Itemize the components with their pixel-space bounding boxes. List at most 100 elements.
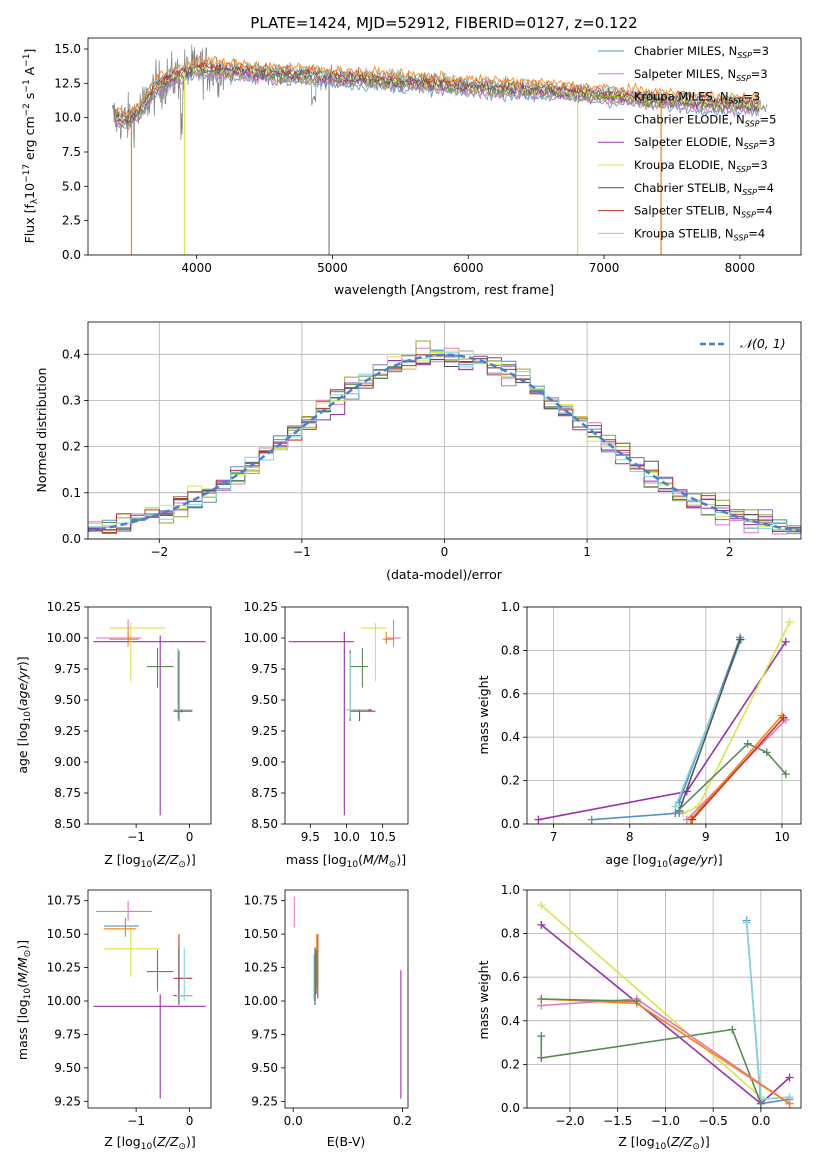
y-tick-label: 9.75: [251, 1027, 278, 1041]
y-tick-label: 10.25: [244, 600, 278, 614]
legend-label-kroupa_stelib: Kroupa STELIB, NSSP=4: [634, 226, 765, 242]
massweight-marker-chabrier_elodie: [756, 1099, 765, 1108]
ageZ-xlabel: Z [log10(Z/Z⊙)]: [104, 852, 195, 870]
axes-frame: [87, 37, 802, 256]
x-tick-label: −1: [293, 545, 311, 559]
x-tick-label: 7000: [589, 261, 620, 275]
y-tick-label: 9.25: [54, 724, 81, 738]
y-tick-label: 10.25: [47, 600, 81, 614]
ageM-xlabel: mass [log10(M/M⊙)]: [286, 852, 406, 870]
y-tick-label: 9.00: [54, 755, 81, 769]
massweight-marker-chabrier_elodie: [781, 770, 790, 779]
massweight-line-chabrier_stelib: [678, 639, 741, 812]
x-tick-label: 0: [186, 1114, 194, 1128]
mass-vs-metallicity-panel: −1 0 9.25 9.50 9.75 10.00 10.25 10.50 10.75: [47, 889, 212, 1128]
spectrum-panel: 4000 5000 6000 7000 8000 0.0 2.5 5.0 7.5 10.0 12.5…: [54, 37, 802, 275]
y-tick-label: 8.50: [54, 817, 81, 831]
figure-title: PLATE=1424, MJD=52912, FIBERID=0127, z=0…: [250, 14, 637, 32]
mwAge-ylabel: mass weight: [476, 675, 491, 754]
massweight-marker-chabrier_elodie: [632, 997, 641, 1006]
massweight-marker-chabrier_elodie: [762, 748, 771, 757]
x-tick-label: 6000: [453, 261, 484, 275]
x-tick-label: −1.0: [651, 1114, 680, 1128]
y-tick-label: 0.8: [501, 927, 520, 941]
y-tick-label: 7.5: [62, 145, 81, 159]
massEbv-xlabel: E(B-V): [327, 1134, 366, 1149]
mwAge-xlabel: age [log10(age/yr)]: [605, 852, 722, 870]
y-tick-label: 8.75: [251, 786, 278, 800]
model-spectrum-kroupa_elodie: [114, 63, 760, 122]
y-tick-label: 5.0: [62, 179, 81, 193]
y-tick-label: 0.0: [62, 532, 81, 546]
plot-area: [112, 44, 768, 255]
normal-curve: [88, 353, 801, 533]
residual-histogram-chabrier_stelib: [88, 358, 801, 533]
plot-area: [93, 900, 206, 1099]
massweight-line-orange: [689, 714, 783, 821]
x-tick-label: 0.0: [284, 1114, 303, 1128]
massweight-marker-salpeter_elodie: [781, 637, 790, 646]
axes-frame: [284, 889, 409, 1109]
model-spectrum-orange: [114, 55, 760, 117]
axes-frame: [87, 606, 212, 825]
x-tick-label: 9: [702, 830, 710, 844]
axes-frame: [284, 606, 409, 825]
massweight-marker-chabrier_elodie: [743, 739, 752, 748]
massweight-vs-age-panel: 7 8 9 10 0.0 0.2 0.4 0.6 0.8 1.0: [501, 600, 802, 844]
massweight-line-chabrier_miles: [591, 812, 680, 821]
spectrum-ylabel: Flux [fλ10−17 erg cm−2 s−1 A−1]: [22, 49, 40, 244]
spectrum-xlabel: wavelength [Angstrom, rest frame]: [334, 282, 554, 297]
y-tick-label: 9.25: [251, 1094, 278, 1108]
y-tick-label: 9.50: [54, 693, 81, 707]
mass-ylabel: mass [log10(M/M⊙)]: [15, 940, 33, 1060]
x-tick-label: 8: [626, 830, 634, 844]
x-tick-label: 9.5: [301, 830, 320, 844]
massweight-marker-chabrier_miles: [675, 809, 684, 818]
y-tick-label: 10.00: [47, 631, 81, 645]
massweight-marker-chabrier_stelib: [736, 635, 745, 644]
y-tick-label: 0.0: [501, 1101, 520, 1115]
y-tick-label: 9.50: [251, 693, 278, 707]
y-tick-label: 9.50: [251, 1061, 278, 1075]
mass-vs-ebv-panel: 0.0 0.2 9.25 9.50 9.75 10.00 10.25 10.50 10.75: [244, 889, 412, 1128]
y-tick-label: 0.4: [62, 347, 81, 361]
massweight-line-salpeter_stelib: [691, 717, 785, 821]
x-tick-label: −1.5: [603, 1114, 632, 1128]
y-tick-label: 10.75: [244, 894, 278, 908]
normal-legend: 𝒩(0, 1): [700, 336, 786, 351]
massweight-marker-kroupa_elodie: [694, 802, 703, 811]
y-tick-label: 0.0: [62, 248, 81, 262]
model-spectrum-kroupa_stelib: [114, 58, 760, 118]
y-tick-label: 0.4: [501, 1014, 520, 1028]
x-tick-label: −2.0: [555, 1114, 584, 1128]
residuals-ylabel: Normed distribution: [34, 368, 49, 493]
x-tick-label: 10.5: [369, 830, 396, 844]
massZ-xlabel: Z [log10(Z/Z⊙)]: [104, 1134, 195, 1152]
y-tick-label: 10.50: [47, 927, 81, 941]
residual-histogram-kroupa_stelib: [88, 349, 801, 534]
x-tick-label: 10.0: [333, 830, 360, 844]
x-tick-label: 10: [774, 830, 789, 844]
x-tick-label: 8000: [725, 261, 756, 275]
massweight-marker-kroupa_stelib: [742, 918, 751, 927]
normal-legend-label: 𝒩(0, 1): [740, 336, 786, 351]
mwZ-ylabel: mass weight: [476, 960, 491, 1039]
plot-area: [88, 340, 801, 535]
legend-label-salpeter_stelib: Salpeter STELIB, NSSP=4: [634, 204, 773, 220]
y-tick-label: 0.2: [501, 1057, 520, 1071]
massweight-marker-kroupa_elodie: [537, 901, 546, 910]
plot-area: [93, 619, 206, 816]
x-tick-label: −2: [150, 545, 168, 559]
y-tick-label: 0.6: [501, 970, 520, 984]
x-tick-label: 0.2: [393, 1114, 412, 1128]
massweight-marker-kroupa_elodie: [785, 618, 794, 627]
y-tick-label: 0.6: [501, 687, 520, 701]
y-tick-label: 9.75: [54, 662, 81, 676]
massweight-marker-chabrier_elodie: [537, 995, 546, 1003]
age-vs-metallicity-panel: −1 0 8.50 8.75 9.00 9.25 9.50 9.75 10.00 10.25: [47, 600, 212, 844]
y-tick-label: 10.75: [47, 894, 81, 908]
y-tick-label: 10.00: [244, 994, 278, 1008]
y-tick-label: 10.25: [244, 961, 278, 975]
residuals-panel: −2 −1 0 1 2 0.0 0.1 0.2 0.3 0.4: [62, 321, 802, 559]
